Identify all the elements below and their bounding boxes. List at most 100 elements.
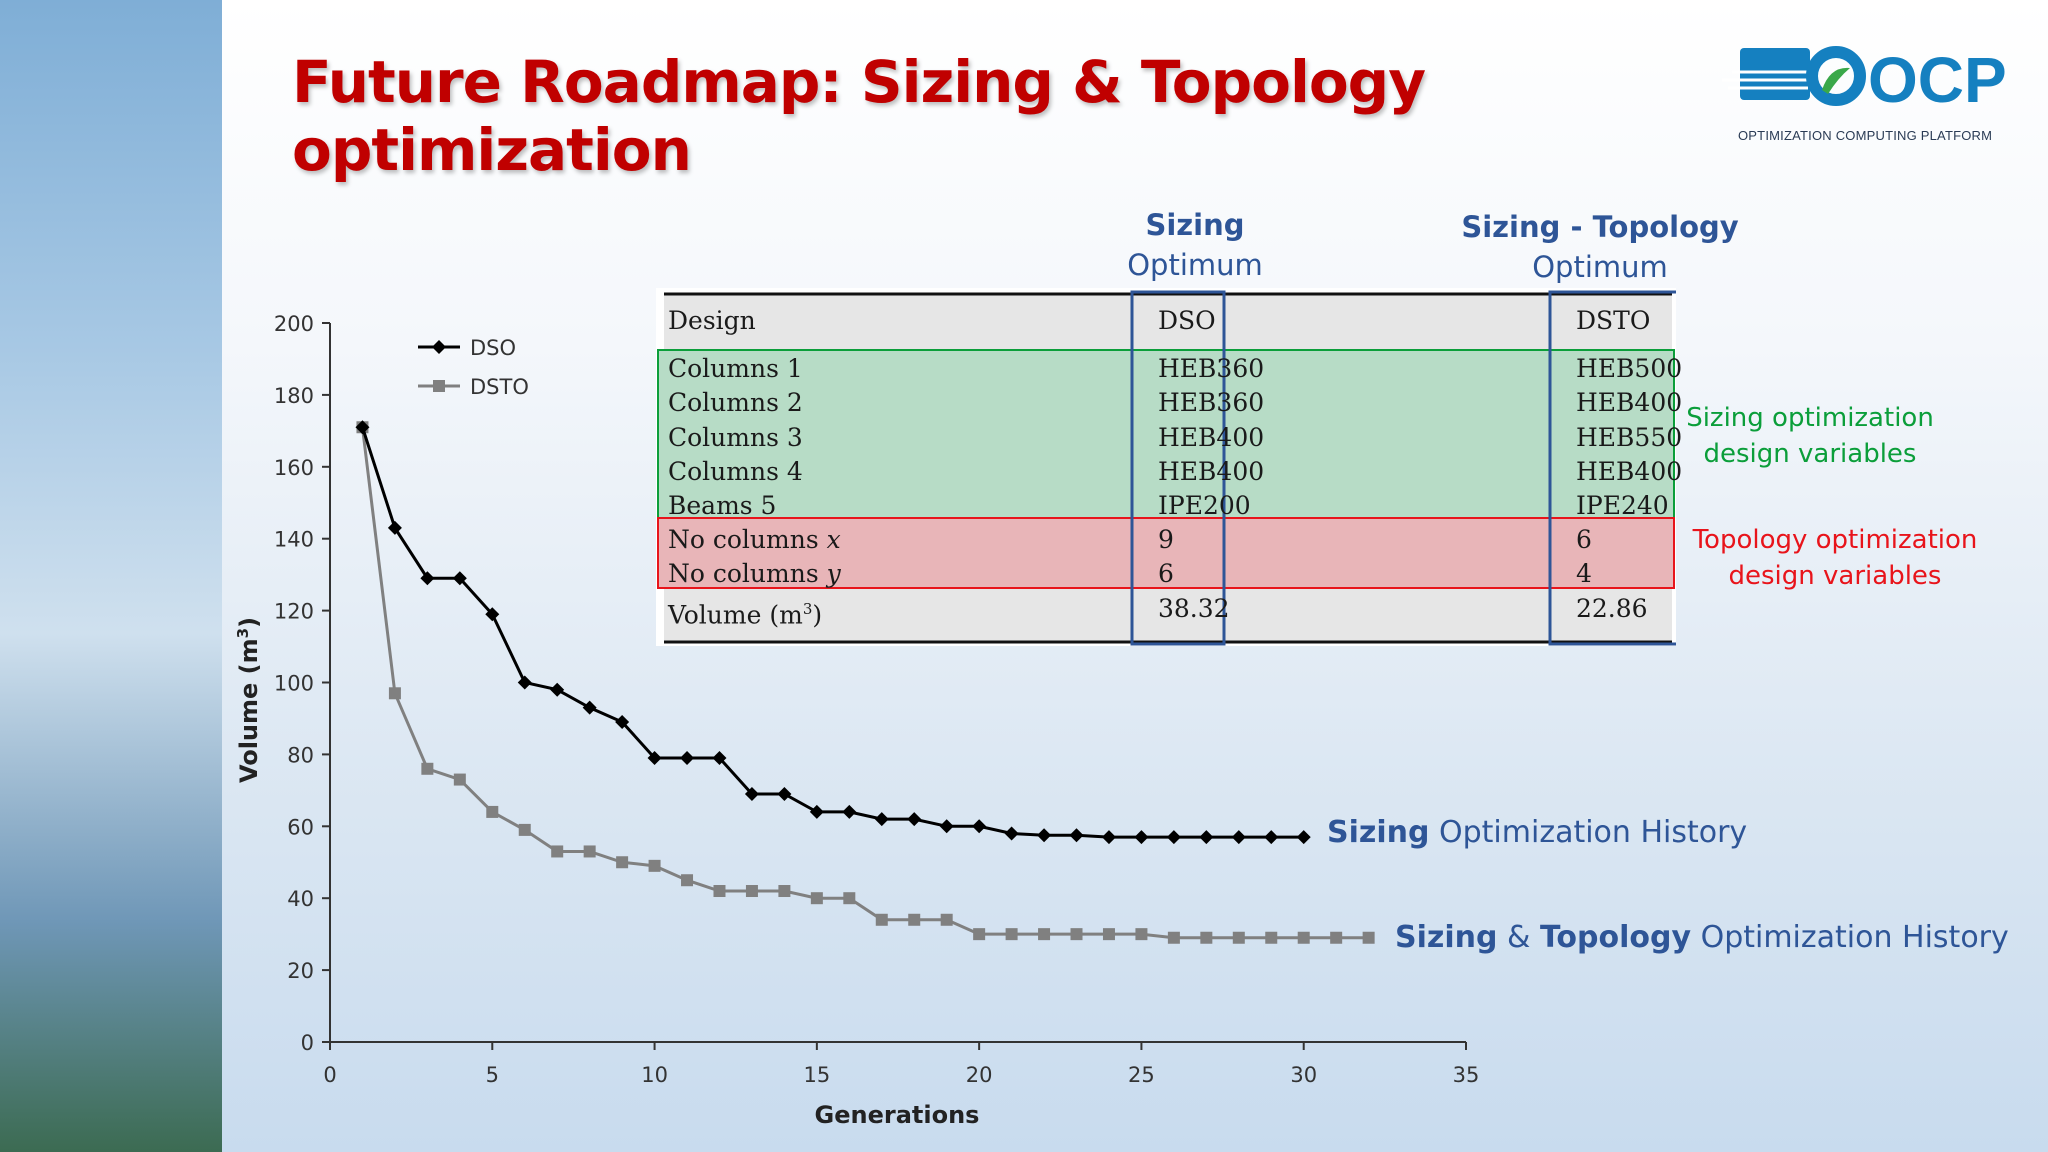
building-photo: [0, 0, 222, 1152]
y-tick-label: 180: [274, 384, 314, 408]
logo-subtitle: OPTIMIZATION COMPUTING PLATFORM: [1738, 128, 1993, 143]
row-dsto: 4: [1576, 559, 1592, 588]
data-point-dso: [1004, 826, 1019, 841]
data-point-dsto: [616, 856, 629, 869]
y-tick-label: 100: [274, 672, 314, 696]
y-tick-label: 0: [301, 1031, 314, 1055]
y-tick-label: 60: [287, 815, 314, 839]
data-point-dsto: [1232, 931, 1245, 944]
x-axis-label: Generations: [815, 1101, 980, 1129]
data-point-dso: [1166, 830, 1181, 845]
data-point-dsto: [518, 823, 531, 836]
legend-label-dsto: DSTO: [470, 375, 529, 399]
row-dso: 38.32: [1158, 594, 1230, 623]
row-label: No columns x: [668, 525, 841, 554]
data-point-dsto: [875, 913, 888, 926]
topology-history-label: Sizing & Topology Optimization History: [1395, 920, 2009, 955]
data-point-dsto: [1038, 928, 1051, 941]
legend-marker-dsto: [433, 380, 445, 392]
data-point-dso: [420, 571, 435, 586]
data-point-dso: [1037, 828, 1052, 843]
x-tick-label: 35: [1453, 1063, 1480, 1087]
x-tick-label: 25: [1128, 1063, 1155, 1087]
row-dsto: 6: [1576, 525, 1592, 554]
row-dsto: HEB400: [1576, 388, 1683, 417]
data-point-dsto: [551, 845, 564, 858]
data-point-dsto: [1135, 928, 1148, 941]
data-point-dsto: [1362, 931, 1375, 944]
data-point-dso: [1101, 830, 1116, 845]
data-point-dso: [1231, 830, 1246, 845]
data-point-dsto: [1200, 931, 1213, 944]
data-point-dsto: [1005, 928, 1018, 941]
sizing-head: Sizing: [1145, 208, 1245, 242]
sizing-optimum-header: Sizing Optimum: [1090, 205, 1300, 285]
row-label: Columns 1: [668, 354, 803, 383]
data-point-dsto: [713, 885, 726, 898]
data-point-dso: [1199, 830, 1214, 845]
data-point-dso: [485, 607, 500, 622]
chart-axes: 0 5 10 15 20 25 30 35 0 20 40 60 80 100 120 140 160 180 20…: [274, 312, 1479, 1087]
x-tick-label: 20: [966, 1063, 993, 1087]
data-point-dso: [647, 750, 662, 765]
row-dso: HEB360: [1158, 354, 1265, 383]
data-point-dsto: [1297, 931, 1310, 944]
row-dso: HEB400: [1158, 457, 1265, 486]
sizing-sub: Optimum: [1127, 248, 1263, 282]
logo-text: OCP: [1868, 44, 2007, 116]
y-tick-label: 120: [274, 600, 314, 624]
data-point-dso: [680, 750, 695, 765]
row-dso: IPE200: [1158, 491, 1251, 520]
row-dso: HEB360: [1158, 388, 1265, 417]
sizing-topology-sub: Optimum: [1532, 250, 1668, 284]
row-dsto: HEB550: [1576, 423, 1683, 452]
data-point-dsto: [388, 687, 401, 700]
x-tick-label: 5: [486, 1063, 499, 1087]
data-point-dso: [582, 700, 597, 715]
data-point-dsto: [421, 762, 434, 775]
data-point-dso: [1264, 830, 1279, 845]
row-label: Columns 3: [668, 423, 803, 452]
row-label: Beams 5: [668, 491, 777, 520]
row-label: No columns y: [668, 559, 841, 588]
data-point-dso: [550, 682, 565, 697]
legend-marker-dso: [432, 340, 446, 354]
row-dsto: 22.86: [1576, 594, 1648, 623]
row-label: Volume (m3): [668, 600, 823, 630]
data-point-dso: [939, 819, 954, 834]
legend-label-dso: DSO: [470, 336, 516, 360]
y-tick-label: 20: [287, 959, 314, 983]
data-point-dso: [387, 520, 402, 535]
var-x: x: [826, 525, 841, 554]
data-point-dsto: [1265, 931, 1278, 944]
logo-mark-icon: [1722, 46, 1866, 106]
data-point-dso: [1069, 828, 1084, 843]
table-decoration: [657, 290, 1676, 646]
data-point-dsto: [648, 859, 661, 872]
data-point-dsto: [843, 892, 856, 905]
header-design: Design: [668, 306, 756, 335]
data-point-dsto: [1102, 928, 1115, 941]
series-line-dso: [361, 426, 1304, 839]
row-dso: HEB400: [1158, 423, 1265, 452]
row-dsto: IPE240: [1576, 491, 1669, 520]
y-tick-label: 140: [274, 528, 314, 552]
data-point-dsto: [745, 885, 758, 898]
data-point-dso: [615, 715, 630, 730]
sizing-history-label: Sizing Optimization History: [1327, 815, 1748, 850]
data-point-dso: [1296, 830, 1311, 845]
sizing-topology-optimum-header: Sizing - Topology Optimum: [1450, 207, 1750, 287]
x-tick-label: 10: [641, 1063, 668, 1087]
data-point-dso: [355, 420, 370, 435]
data-point-dsto: [973, 928, 986, 941]
sizing-variables-label: Sizing optimization design variables: [1686, 403, 1934, 469]
superscript: 3: [802, 600, 813, 618]
row-label: Columns 2: [668, 388, 803, 417]
row-dso: 6: [1158, 559, 1174, 588]
header-dsto: DSTO: [1576, 306, 1651, 335]
data-point-dso: [517, 675, 532, 690]
data-point-dsto: [453, 773, 466, 786]
data-point-dsto: [1070, 928, 1083, 941]
data-point-dso: [874, 812, 889, 827]
data-point-dsto: [940, 913, 953, 926]
